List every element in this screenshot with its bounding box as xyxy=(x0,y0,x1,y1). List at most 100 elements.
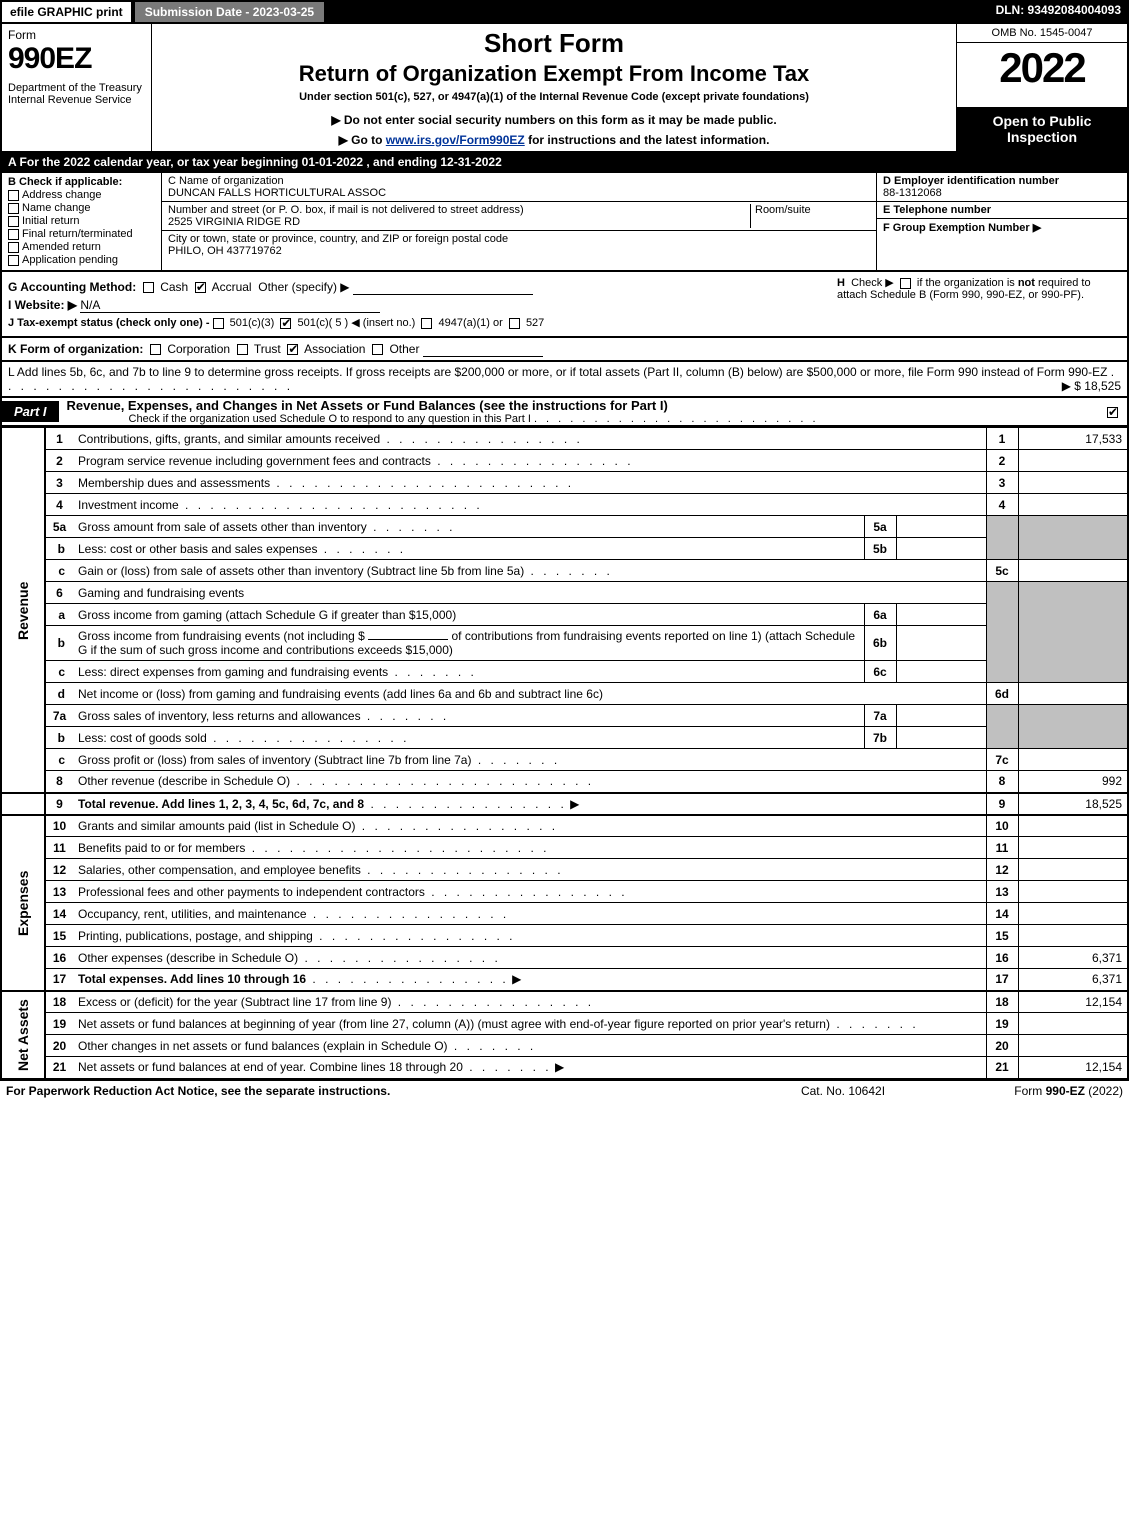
line-6d-value xyxy=(1018,683,1128,705)
line-1-value: 17,533 xyxy=(1018,428,1128,450)
line-6b: b Gross income from fundraising events (… xyxy=(1,626,1128,661)
cb-final-return[interactable]: Final return/terminated xyxy=(8,228,155,240)
cb-corporation[interactable] xyxy=(150,344,161,355)
tax-year: 2022 xyxy=(957,43,1127,107)
dln-label: DLN: 93492084004093 xyxy=(988,0,1129,24)
open-inspection: Open to Public Inspection xyxy=(957,107,1127,151)
row-h-schedule-b: H Check ▶ if the organization is not req… xyxy=(831,276,1121,332)
cb-other-org[interactable] xyxy=(372,344,383,355)
website-value: N/A xyxy=(80,298,380,313)
group-exemption-label: F Group Exemption Number ▶ xyxy=(883,222,1041,234)
line-20-value xyxy=(1018,1035,1128,1057)
cb-accrual[interactable] xyxy=(195,282,206,293)
footer-formref: Form 990-EZ (2022) xyxy=(943,1084,1123,1098)
return-title: Return of Organization Exempt From Incom… xyxy=(160,61,948,87)
line-17-value: 6,371 xyxy=(1018,969,1128,991)
other-org-input[interactable] xyxy=(423,341,543,357)
row-k-org-form: K Form of organization: Corporation Trus… xyxy=(0,338,1129,362)
submission-date: Submission Date - 2023-03-25 xyxy=(133,0,326,24)
page-footer: For Paperwork Reduction Act Notice, see … xyxy=(0,1080,1129,1101)
row-a-period: A For the 2022 calendar year, or tax yea… xyxy=(0,153,1129,173)
line-18: Net Assets 18 Excess or (deficit) for th… xyxy=(1,991,1128,1013)
cb-application-pending[interactable]: Application pending xyxy=(8,254,155,266)
col-c-org-info: C Name of organization DUNCAN FALLS HORT… xyxy=(162,173,877,270)
cb-501c3[interactable] xyxy=(213,318,224,329)
line-12: 12 Salaries, other compensation, and emp… xyxy=(1,859,1128,881)
line-7c: c Gross profit or (loss) from sales of i… xyxy=(1,749,1128,771)
cb-schedule-o-part-i[interactable] xyxy=(1107,407,1118,418)
row-i-website: I Website: ▶ N/A xyxy=(8,298,831,313)
line-11: 11 Benefits paid to or for members 11 xyxy=(1,837,1128,859)
col-b-checkboxes: B Check if applicable: Address change Na… xyxy=(2,173,162,270)
cb-501c[interactable] xyxy=(280,318,291,329)
line-21: 21 Net assets or fund balances at end of… xyxy=(1,1057,1128,1079)
cb-name-change[interactable]: Name change xyxy=(8,202,155,214)
line-3: 3 Membership dues and assessments 3 xyxy=(1,472,1128,494)
line-10-value xyxy=(1018,815,1128,837)
telephone-label: E Telephone number xyxy=(883,204,991,216)
revenue-label: Revenue xyxy=(1,428,45,793)
line-8-value: 992 xyxy=(1018,771,1128,793)
row-g-accounting: G Accounting Method: Cash Accrual Other … xyxy=(8,279,831,295)
line-6c: c Less: direct expenses from gaming and … xyxy=(1,661,1128,683)
line-2-value xyxy=(1018,450,1128,472)
cb-4947[interactable] xyxy=(421,318,432,329)
city-value: PHILO, OH 437719762 xyxy=(168,245,870,257)
line-1: Revenue 1 Contributions, gifts, grants, … xyxy=(1,428,1128,450)
cb-cash[interactable] xyxy=(143,282,154,293)
k-label: K Form of organization: xyxy=(8,342,143,356)
form-word: Form xyxy=(8,28,145,42)
header-middle: Short Form Return of Organization Exempt… xyxy=(152,24,957,151)
cb-527[interactable] xyxy=(509,318,520,329)
line-6a-value xyxy=(896,604,986,626)
ein-value: 88-1312068 xyxy=(883,187,942,199)
line-19: 19 Net assets or fund balances at beginn… xyxy=(1,1013,1128,1035)
line-20: 20 Other changes in net assets or fund b… xyxy=(1,1035,1128,1057)
line-12-value xyxy=(1018,859,1128,881)
part-i-title: Revenue, Expenses, and Changes in Net As… xyxy=(59,398,1107,413)
footer-catno: Cat. No. 10642I xyxy=(743,1084,943,1098)
irs-link[interactable]: www.irs.gov/Form990EZ xyxy=(386,133,525,147)
omb-number: OMB No. 1545-0047 xyxy=(957,24,1127,43)
line-5a-value xyxy=(896,516,986,538)
cb-address-change[interactable]: Address change xyxy=(8,189,155,201)
line-15-value xyxy=(1018,925,1128,947)
row-l-gross-receipts: L Add lines 5b, 6c, and 7b to line 9 to … xyxy=(0,362,1129,398)
street-label: Number and street (or P. O. box, if mail… xyxy=(168,204,750,216)
line-6: 6 Gaming and fundraising events xyxy=(1,582,1128,604)
cb-amended-return[interactable]: Amended return xyxy=(8,241,155,253)
org-name-value: DUNCAN FALLS HORTICULTURAL ASSOC xyxy=(168,187,870,199)
g-label: G Accounting Method: xyxy=(8,280,136,294)
cb-initial-return[interactable]: Initial return xyxy=(8,215,155,227)
line-5b-value xyxy=(896,538,986,560)
line-5b: b Less: cost or other basis and sales ex… xyxy=(1,538,1128,560)
short-form-title: Short Form xyxy=(160,28,948,59)
other-specify-input[interactable] xyxy=(353,279,533,295)
form-number: 990EZ xyxy=(8,42,145,76)
line-4-value xyxy=(1018,494,1128,516)
line-13-value xyxy=(1018,881,1128,903)
cb-association[interactable] xyxy=(287,344,298,355)
street-value: 2525 VIRGINIA RIDGE RD xyxy=(168,216,750,228)
form-header: Form 990EZ Department of the Treasury In… xyxy=(0,24,1129,153)
cb-trust[interactable] xyxy=(237,344,248,355)
line-6a: a Gross income from gaming (attach Sched… xyxy=(1,604,1128,626)
line-18-value: 12,154 xyxy=(1018,991,1128,1013)
j-label: J Tax-exempt status (check only one) - xyxy=(8,317,210,329)
part-i-subtitle: Check if the organization used Schedule … xyxy=(129,413,531,425)
header-right: OMB No. 1545-0047 2022 Open to Public In… xyxy=(957,24,1127,151)
goto-pre: ▶ Go to xyxy=(339,133,386,147)
part-i-table: Revenue 1 Contributions, gifts, grants, … xyxy=(0,427,1129,1080)
line-9-value: 18,525 xyxy=(1018,793,1128,815)
city-label: City or town, state or province, country… xyxy=(168,233,870,245)
efile-label[interactable]: efile GRAPHIC print xyxy=(0,0,133,24)
i-label: I Website: ▶ xyxy=(8,298,77,312)
line-14: 14 Occupancy, rent, utilities, and maint… xyxy=(1,903,1128,925)
department-label: Department of the Treasury Internal Reve… xyxy=(8,82,145,106)
line-2: 2 Program service revenue including gove… xyxy=(1,450,1128,472)
line-5a: 5a Gross amount from sale of assets othe… xyxy=(1,516,1128,538)
line-5c-value xyxy=(1018,560,1128,582)
line-6d: d Net income or (loss) from gaming and f… xyxy=(1,683,1128,705)
cb-schedule-b[interactable] xyxy=(900,278,911,289)
line-9: 9 Total revenue. Add lines 1, 2, 3, 4, 5… xyxy=(1,793,1128,815)
